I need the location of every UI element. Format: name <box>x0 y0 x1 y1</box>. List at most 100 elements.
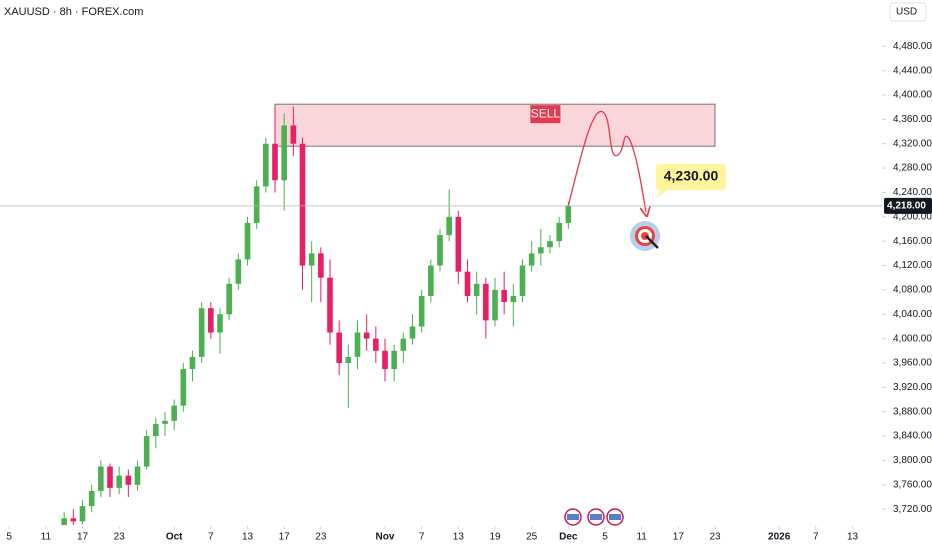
sell-label: SELL <box>531 106 561 120</box>
x-tick-label: 25 <box>526 532 538 543</box>
candle-body <box>263 143 269 187</box>
candle-body <box>492 289 498 321</box>
x-tick-label: 17 <box>77 532 89 543</box>
candle-body <box>226 283 232 315</box>
candle-body <box>308 253 315 266</box>
target-icon <box>630 221 660 251</box>
candle-body <box>345 356 352 363</box>
y-tick-label: 4,000.00 <box>893 333 932 344</box>
candle-body <box>528 253 535 266</box>
y-tick-label: 3,840.00 <box>893 431 932 442</box>
candle-body <box>171 405 177 421</box>
x-tick-label: 19 <box>489 532 501 543</box>
candle-body <box>409 326 416 339</box>
plot-area <box>61 103 716 525</box>
candle-body <box>116 475 122 488</box>
x-tick-label: 5 <box>602 532 608 543</box>
projection-path <box>567 110 646 212</box>
candle-body <box>318 253 324 278</box>
y-tick-label: 4,320.00 <box>893 138 932 149</box>
x-tick-label: 13 <box>242 532 254 543</box>
candle-body <box>281 125 287 181</box>
y-tick-label: 4,480.00 <box>893 41 932 52</box>
y-tick-label: 4,440.00 <box>893 65 932 76</box>
candle-body <box>464 271 471 296</box>
x-tick-label: 7 <box>419 532 425 543</box>
y-tick-label: 4,280.00 <box>893 163 932 174</box>
candle-body <box>382 350 388 370</box>
candle-body <box>79 506 86 522</box>
event-icons[interactable] <box>564 508 624 526</box>
candle-body <box>180 369 187 406</box>
candle-body <box>299 143 306 266</box>
candle-body <box>98 466 104 491</box>
candle-body <box>107 466 113 488</box>
candle-body <box>217 314 223 333</box>
candle-body <box>162 420 168 424</box>
candle-body <box>235 259 242 284</box>
last-price-label: 4,218.00 <box>887 200 926 211</box>
sell-zone <box>274 103 716 147</box>
candle-body <box>428 265 434 296</box>
last-price-box <box>884 197 932 214</box>
candle-body <box>556 222 562 242</box>
y-tick-label: 4,040.00 <box>893 309 932 320</box>
candle-body <box>143 436 150 467</box>
candle-body <box>134 466 141 485</box>
y-tick-label: 4,120.00 <box>893 260 932 271</box>
candle-body <box>519 265 526 296</box>
candle-body <box>290 125 297 144</box>
y-tick-label: 4,200.00 <box>893 211 932 222</box>
target-label: 4,230.00 <box>664 168 719 184</box>
y-tick-label: 3,720.00 <box>893 504 932 515</box>
y-tick-label: 3,760.00 <box>893 479 932 490</box>
candle-body <box>244 222 251 260</box>
y-tick-label: 3,960.00 <box>893 358 932 369</box>
x-tick-label: 11 <box>636 532 647 543</box>
candle-body <box>501 289 507 303</box>
y-tick-label: 4,400.00 <box>893 90 932 101</box>
candle-body <box>272 143 278 181</box>
candle-body <box>363 332 370 339</box>
currency-box[interactable] <box>889 2 927 22</box>
x-tick-label: 13 <box>453 532 465 543</box>
x-tick-label: 13 <box>847 532 859 543</box>
target-box <box>656 164 726 190</box>
y-tick-label: 3,920.00 <box>893 382 932 393</box>
candle-body <box>70 518 77 522</box>
candle-body <box>88 490 95 507</box>
candle-body <box>473 283 480 296</box>
candle-body <box>565 205 572 223</box>
x-tick-label: 17 <box>279 532 291 543</box>
x-tick-label: 11 <box>41 532 52 543</box>
x-tick-label: 7 <box>813 532 819 543</box>
x-tick-label: 7 <box>208 532 214 543</box>
x-tick-label: 23 <box>709 532 721 543</box>
x-tick-label: Nov <box>376 532 395 543</box>
candle-body <box>327 277 333 333</box>
candle-body <box>437 235 443 266</box>
candle-body <box>400 338 407 351</box>
candle-body <box>547 241 553 248</box>
candle-body <box>354 332 361 357</box>
candle-body <box>373 338 379 351</box>
x-tick-label: Dec <box>559 532 578 543</box>
y-tick-label: 4,240.00 <box>893 187 932 198</box>
y-tick-label: 4,080.00 <box>893 285 932 296</box>
candle-body <box>189 356 196 370</box>
x-tick-label: 5 <box>6 532 12 543</box>
x-tick-label: 17 <box>673 532 685 543</box>
x-tick-label: Oct <box>166 532 183 543</box>
candle-body <box>153 423 159 437</box>
x-tick-label: 23 <box>315 532 327 543</box>
candle-body <box>61 518 67 525</box>
candle-body <box>446 216 452 236</box>
candle-body <box>208 308 214 333</box>
candle-body <box>538 247 544 254</box>
candle-body <box>198 308 205 357</box>
y-tick-label: 3,880.00 <box>893 406 932 417</box>
candle-body <box>510 295 517 303</box>
chart-title: XAUUSD · 8h · FOREX.com <box>4 6 143 18</box>
